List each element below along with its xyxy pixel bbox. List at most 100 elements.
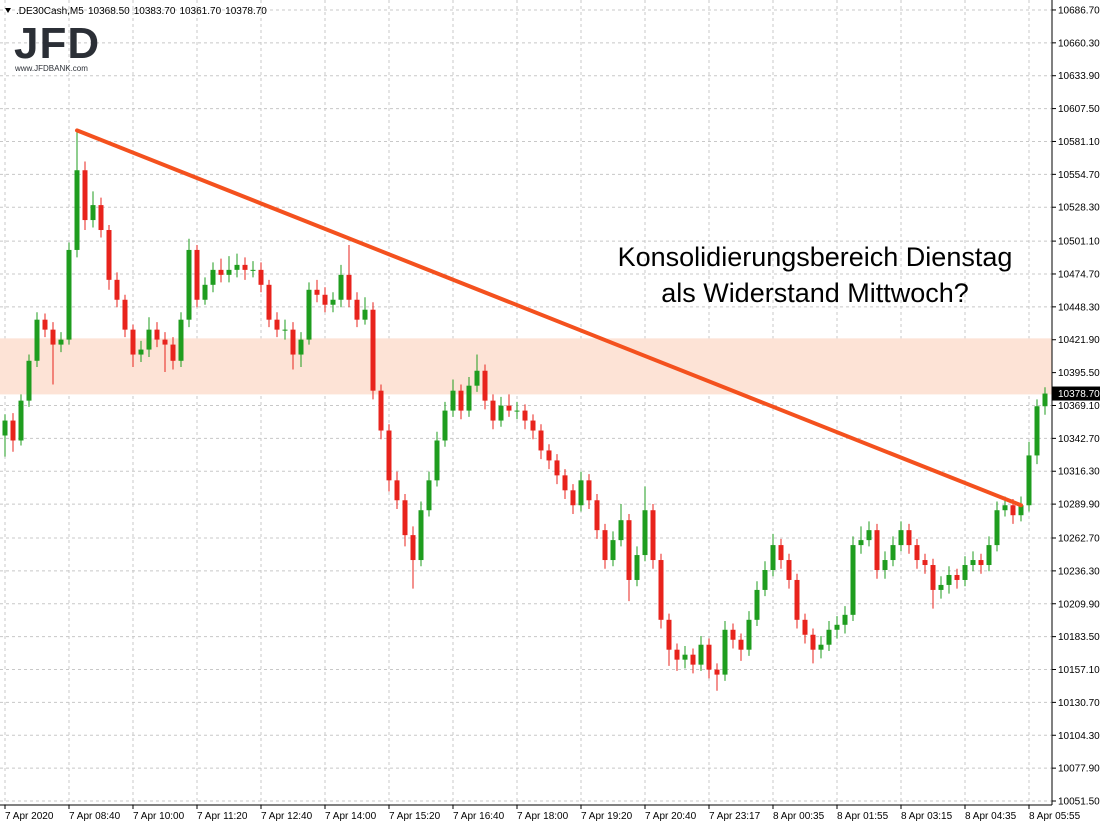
candle-body bbox=[130, 329, 136, 355]
candle-body bbox=[154, 329, 160, 340]
x-tick-label: 7 Apr 08:40 bbox=[69, 811, 121, 822]
candle-body bbox=[754, 589, 760, 620]
price-box bbox=[1052, 386, 1100, 401]
y-tick-label: 10077.90 bbox=[1058, 764, 1100, 775]
x-tick-label: 7 Apr 16:40 bbox=[453, 811, 505, 822]
candle-body bbox=[354, 299, 360, 320]
candle-body bbox=[882, 560, 888, 571]
candle-body bbox=[866, 530, 872, 541]
candle-body bbox=[346, 274, 352, 300]
y-tick-label: 10051.50 bbox=[1058, 797, 1100, 808]
y-tick-label: 10633.90 bbox=[1058, 71, 1100, 82]
candle-body bbox=[170, 344, 176, 361]
candle-body bbox=[394, 480, 400, 501]
candle-body bbox=[650, 510, 656, 561]
candle-body bbox=[466, 385, 472, 411]
candle-body bbox=[618, 520, 624, 541]
last-price-label: 10378.70 bbox=[1058, 389, 1100, 400]
y-tick-label: 10262.70 bbox=[1058, 533, 1100, 544]
candle-body bbox=[218, 269, 224, 275]
candle-body bbox=[610, 540, 616, 561]
y-tick-label: 10395.50 bbox=[1058, 368, 1100, 379]
y-tick-label: 10104.30 bbox=[1058, 731, 1100, 742]
candle-body bbox=[946, 574, 952, 585]
x-tick-label: 7 Apr 15:20 bbox=[389, 811, 441, 822]
candle-body bbox=[90, 205, 96, 221]
candle-body bbox=[290, 329, 296, 355]
zone-layer bbox=[0, 338, 1052, 395]
candle-body bbox=[930, 565, 936, 590]
candle-body bbox=[418, 510, 424, 561]
candle-body bbox=[970, 560, 976, 566]
candle-body bbox=[114, 279, 120, 300]
candle-body bbox=[282, 329, 288, 331]
header-value: 10378.70 bbox=[225, 6, 267, 17]
candle-body bbox=[834, 624, 840, 630]
candle-body bbox=[362, 309, 368, 320]
y-tick-label: 10421.90 bbox=[1058, 335, 1100, 346]
candle-body bbox=[554, 460, 560, 476]
candle-body bbox=[658, 560, 664, 620]
candle-body bbox=[826, 629, 832, 645]
candle-body bbox=[570, 490, 576, 506]
candle-body bbox=[642, 510, 648, 556]
resistance-zone bbox=[0, 338, 1052, 395]
candle-body bbox=[586, 480, 592, 501]
x-tick-label: 7 Apr 12:40 bbox=[261, 811, 313, 822]
candle-body bbox=[898, 530, 904, 546]
x-tick-label: 8 Apr 03:15 bbox=[901, 811, 953, 822]
candle-body bbox=[674, 649, 680, 660]
y-tick-label: 10316.30 bbox=[1058, 467, 1100, 478]
candle-body bbox=[562, 475, 568, 491]
candle-body bbox=[810, 634, 816, 650]
x-tick-label: 7 Apr 19:20 bbox=[581, 811, 633, 822]
candle-body bbox=[178, 319, 184, 361]
x-tick-label: 7 Apr 2020 bbox=[5, 811, 54, 822]
candle-body bbox=[1034, 406, 1040, 456]
trendline bbox=[75, 128, 1023, 508]
candle-body bbox=[34, 319, 40, 361]
candle-body bbox=[458, 390, 464, 411]
candle-body bbox=[530, 420, 536, 431]
candle-body bbox=[2, 420, 8, 436]
x-tick-label: 7 Apr 18:00 bbox=[517, 811, 569, 822]
candle-body bbox=[786, 560, 792, 580]
y-tick-label: 10157.10 bbox=[1058, 665, 1100, 676]
candle-body bbox=[250, 269, 256, 271]
candle-body bbox=[594, 500, 600, 531]
candle-body bbox=[194, 249, 200, 300]
candle-body bbox=[482, 370, 488, 401]
candle-body bbox=[706, 644, 712, 670]
candle-body bbox=[546, 450, 552, 461]
candle-body bbox=[266, 284, 272, 320]
y-tick-label: 10183.50 bbox=[1058, 632, 1100, 643]
x-tick-label: 7 Apr 10:00 bbox=[133, 811, 185, 822]
y-tick-label: 10369.10 bbox=[1058, 401, 1100, 412]
y-tick-label: 10554.70 bbox=[1058, 170, 1100, 181]
candle-body bbox=[122, 299, 128, 330]
candle-body bbox=[514, 410, 520, 412]
candle-body bbox=[10, 420, 16, 441]
candle-body bbox=[730, 629, 736, 640]
logo-url: www.JFDBANK.com bbox=[14, 64, 88, 73]
candle-body bbox=[1026, 455, 1032, 506]
candle-body bbox=[274, 319, 280, 330]
candle-body bbox=[714, 669, 720, 675]
candle-body bbox=[402, 500, 408, 536]
candle-body bbox=[410, 535, 416, 561]
candle-body bbox=[330, 299, 336, 305]
candle-body bbox=[434, 440, 440, 481]
candle-body bbox=[842, 614, 848, 625]
candle-body bbox=[498, 405, 504, 421]
candle-body bbox=[98, 205, 104, 231]
x-tick-label: 7 Apr 23:17 bbox=[709, 811, 761, 822]
candle-body bbox=[698, 644, 704, 665]
candle-body bbox=[338, 274, 344, 300]
candle-body bbox=[1018, 505, 1024, 516]
candle-body bbox=[386, 430, 392, 481]
y-tick-label: 10474.70 bbox=[1058, 269, 1100, 280]
axes: 10686.70 10660.30 10633.90 10607.50 10581.10… bbox=[4, 5, 1100, 822]
candle-body bbox=[298, 339, 304, 355]
